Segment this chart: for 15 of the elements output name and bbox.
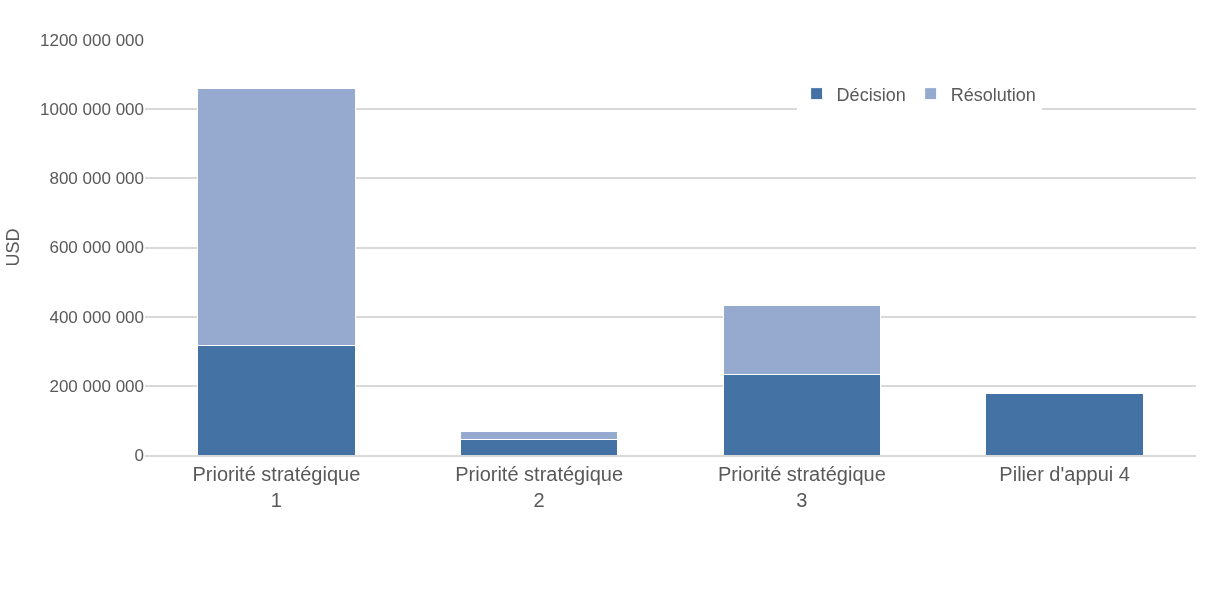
y-tick-label: 600 000 000 <box>49 238 144 258</box>
x-tick-label: Priorité stratégique 2 <box>455 462 624 511</box>
bar <box>985 393 1144 455</box>
y-axis-title: USD <box>3 228 24 267</box>
legend-label: Résolution <box>950 84 1036 105</box>
x-tick-label: Priorité stratégique 1 <box>192 462 361 511</box>
x-tick-label: Priorité stratégique 3 <box>717 462 886 511</box>
y-tick-label: 1200 000 000 <box>40 30 144 50</box>
y-tick-label: 400 000 000 <box>49 307 144 327</box>
y-tick-label: 800 000 000 <box>49 169 144 189</box>
y-tick-label: 200 000 000 <box>49 376 144 396</box>
y-tick-label: 0 <box>134 445 144 465</box>
x-tick-label: Pilier d'appui 4 <box>999 462 1130 485</box>
y-tick-label: 1000 000 000 <box>40 100 144 120</box>
legend-label: Décision <box>836 84 906 105</box>
